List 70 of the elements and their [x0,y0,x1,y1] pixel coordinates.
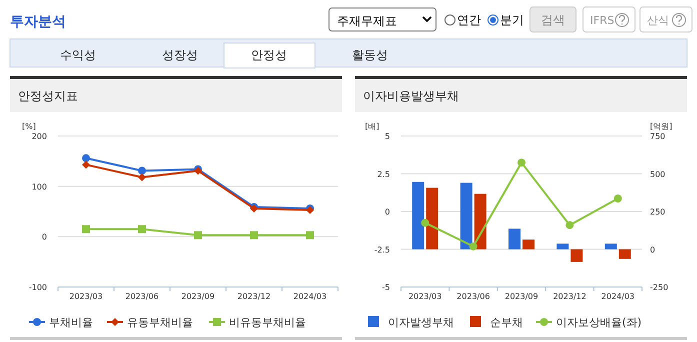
bar [474,194,486,250]
legend-label: 부채비율 [49,316,93,329]
bar [426,188,438,250]
point [566,221,574,230]
y-tick-label: 2.5 [377,170,390,179]
x-tick-label: 2024/03 [601,292,635,301]
y-tick-label: 100 [32,182,47,192]
y-tick-label: 5 [384,132,390,141]
point [469,242,478,250]
y2-tick-label: 500 [650,170,666,179]
text: 검색 [541,13,565,27]
bar [460,182,472,250]
text: 분기 [500,13,524,27]
point [421,218,430,227]
text: 연간 [457,13,481,27]
y2-tick-label: 0 [650,245,656,254]
text: 활동성 [352,48,388,62]
bar [508,228,520,250]
point [194,231,202,240]
y2-tick-label: 750 [650,132,666,141]
y-tick-label: -2.5 [374,245,390,254]
bar [412,182,424,250]
text: 성장성 [162,48,198,62]
text: 안정성 [251,48,287,62]
x-tick-label: 2023/09 [504,292,538,301]
chart-title: 이자비용발생부채 [363,89,459,103]
point [138,173,146,182]
point [82,160,90,169]
point [518,158,526,167]
bar [618,249,631,259]
y-tick-label: 0 [42,232,47,242]
bar [570,249,583,262]
text: 산식 [647,14,669,27]
y2-tick-label: -250 [650,283,668,292]
text: 주재무제표 [337,14,397,28]
y2-axis-title: [억원] [650,122,672,131]
legend-label: 순부채 [490,316,523,329]
bar [522,240,534,250]
point [138,166,146,175]
point [82,225,90,234]
bar [556,244,569,250]
bar [604,244,617,250]
x-tick-label: 2024/03 [293,292,327,301]
x-tick-label: 2023/12 [553,292,586,301]
y2-tick-label: 250 [650,208,666,216]
y-tick-label: -5 [382,283,390,292]
point [306,231,314,240]
legend-label: 이자발생부채 [388,316,454,329]
x-tick-label: 2023/12 [237,292,271,301]
y-axis-title: [%] [22,122,36,131]
text: 투자분석 [10,14,66,30]
chart-title: 안정성지표 [18,89,78,103]
y-tick-label: 200 [32,132,47,141]
point [138,225,146,234]
x-tick-label: 2023/03 [69,292,103,301]
x-tick-label: 2023/03 [408,292,442,301]
text: IFRS [590,14,614,27]
point [614,194,622,203]
point [250,231,258,240]
x-tick-label: 2023/06 [456,292,490,301]
x-tick-label: 2023/06 [125,292,159,301]
text: 수익성 [60,48,96,62]
legend-label: 비유동부채비율 [229,316,306,329]
x-tick-label: 2023/09 [181,292,215,301]
point [82,154,90,162]
y-tick-label: 0 [384,208,390,216]
legend-label: 유동부채비율 [127,316,193,329]
y-axis-title: [배] [365,122,380,131]
y-tick-label: -100 [28,283,47,292]
legend-label: 이자보상배율(좌) [556,316,642,329]
